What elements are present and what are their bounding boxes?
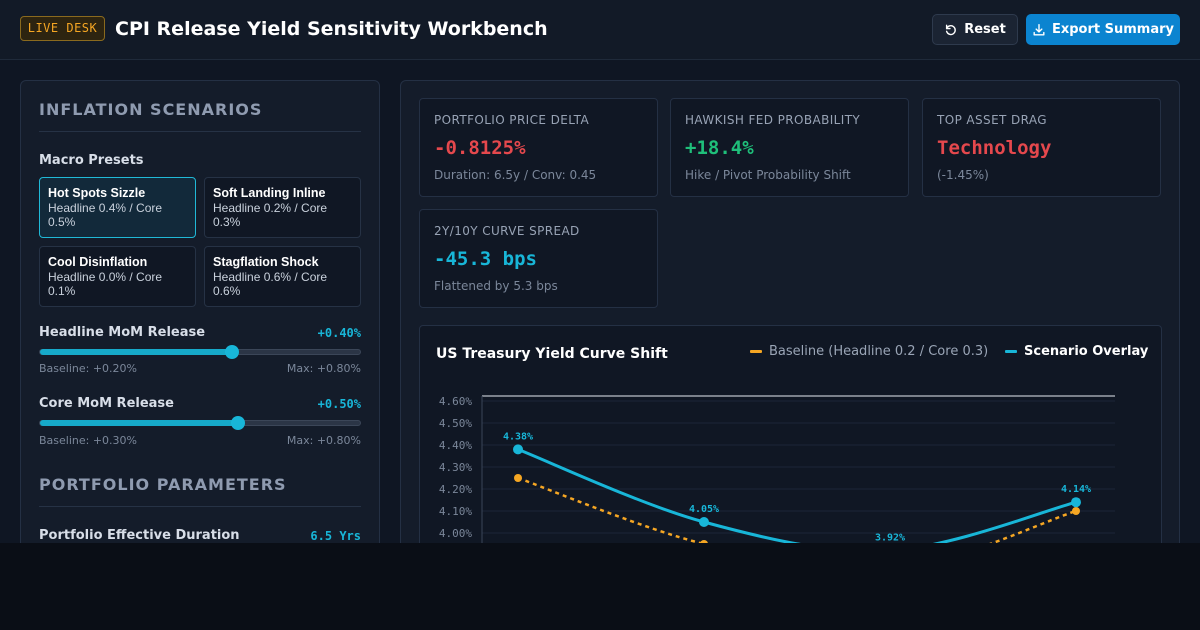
preset-description: Headline 0.0% / Core 0.1% xyxy=(48,270,163,298)
scenario-data-label: 3.92% xyxy=(875,533,905,543)
kpi-card-top-asset-drag: TOP ASSET DRAG Technology (-1.45%) xyxy=(922,98,1161,197)
live-desk-badge: LIVE DESK xyxy=(20,16,105,41)
scenario-data-label: 4.05% xyxy=(689,504,719,515)
preset-name: Hot Spots Sizzle xyxy=(48,186,146,200)
divider xyxy=(39,506,361,507)
baseline-point xyxy=(514,474,522,482)
reset-button[interactable]: Reset xyxy=(932,14,1018,45)
page-title: CPI Release Yield Sensitivity Workbench xyxy=(115,18,548,40)
kpi-subtext: (-1.45%) xyxy=(937,168,989,182)
core-slider-label: Core MoM Release xyxy=(39,396,174,411)
scenario-data-label: 4.14% xyxy=(1061,484,1091,495)
kpi-value: Technology xyxy=(937,137,1052,159)
core-slider-fill xyxy=(40,420,239,426)
kpi-subtext: Flattened by 5.3 bps xyxy=(434,279,558,293)
baseline-point xyxy=(1072,507,1080,515)
yield-curve-chart: 4.60% 4.50% 4.40% 4.30% 4.20% 4.10% 4.00% 4.38%… xyxy=(439,395,1115,543)
y-tick-label: 4.60% xyxy=(439,395,472,408)
headline-slider-fill xyxy=(40,349,232,355)
yield-curve-chart-card: 4.60% 4.50% 4.40% 4.30% 4.20% 4.10% 4.00% 4.38%… xyxy=(419,325,1162,543)
preset-name: Soft Landing Inline xyxy=(213,186,326,200)
kpi-card-curve-spread: 2Y/10Y CURVE SPREAD -45.3 bps Flattened … xyxy=(419,209,658,308)
kpi-value: -0.8125% xyxy=(434,137,526,159)
chart-title: US Treasury Yield Curve Shift xyxy=(436,346,668,362)
legend-scenario-label: Scenario Overlay xyxy=(1024,344,1149,359)
kpi-value: -45.3 bps xyxy=(434,248,537,270)
top-header: LIVE DESK CPI Release Yield Sensitivity … xyxy=(0,0,1200,60)
legend-baseline-label: Baseline (Headline 0.2 / Core 0.3) xyxy=(769,344,989,359)
page-background xyxy=(0,543,1200,630)
scenario-data-label: 4.38% xyxy=(503,431,533,442)
kpi-label: 2Y/10Y CURVE SPREAD xyxy=(434,224,580,238)
core-slider-thumb[interactable] xyxy=(231,416,246,430)
duration-label: Portfolio Effective Duration xyxy=(39,528,240,543)
scenario-point xyxy=(1071,497,1081,508)
kpi-label: PORTFOLIO PRICE DELTA xyxy=(434,113,590,127)
headline-slider-value: +0.40% xyxy=(317,326,361,340)
preset-description: Headline 0.2% / Core 0.3% xyxy=(213,201,328,229)
portfolio-parameters-heading: PORTFOLIO PARAMETERS xyxy=(39,475,287,494)
y-tick-label: 4.20% xyxy=(439,483,472,496)
baseline-series-line xyxy=(517,476,1077,543)
core-baseline-text: Baseline: +0.30% xyxy=(39,434,138,447)
y-tick-label: 4.10% xyxy=(439,505,472,518)
preset-name: Stagflation Shock xyxy=(213,255,319,269)
scenario-point xyxy=(513,444,523,455)
reset-icon xyxy=(946,24,957,35)
core-max-text: Max: +0.80% xyxy=(286,434,361,447)
preset-hot-spots-sizzle[interactable]: Hot Spots Sizzle Headline 0.4% / Core 0.… xyxy=(39,177,196,238)
kpi-subtext: Duration: 6.5y / Conv: 0.45 xyxy=(434,168,597,182)
legend-baseline-swatch xyxy=(750,350,762,353)
export-button-label: Export Summary xyxy=(1051,22,1175,37)
y-tick-label: 4.50% xyxy=(439,417,472,430)
headline-slider[interactable] xyxy=(39,345,361,359)
export-summary-button[interactable]: Export Summary xyxy=(1026,14,1180,45)
kpi-label: HAWKISH FED PROBABILITY xyxy=(685,113,861,127)
preset-name: Cool Disinflation xyxy=(48,255,148,269)
kpi-subtext: Hike / Pivot Probability Shift xyxy=(685,168,851,182)
duration-value: 6.5 Yrs xyxy=(310,529,361,543)
preset-description: Headline 0.6% / Core 0.6% xyxy=(213,270,328,298)
preset-cool-disinflation[interactable]: Cool Disinflation Headline 0.0% / Core 0… xyxy=(39,246,196,307)
legend-scenario[interactable]: Scenario Overlay xyxy=(1005,344,1148,359)
legend-scenario-swatch xyxy=(1005,350,1017,353)
kpi-value: +18.4% xyxy=(685,137,754,159)
y-tick-label: 4.30% xyxy=(439,461,472,474)
kpi-card-price-delta: PORTFOLIO PRICE DELTA -0.8125% Duration:… xyxy=(419,98,658,197)
scenario-point xyxy=(699,517,709,527)
headline-slider-label: Headline MoM Release xyxy=(39,325,206,340)
preset-description: Headline 0.4% / Core 0.5% xyxy=(48,201,163,229)
download-icon xyxy=(1033,23,1045,36)
scenario-panel: INFLATION SCENARIOS Macro Presets Hot Sp… xyxy=(20,80,380,543)
headline-baseline-text: Baseline: +0.20% xyxy=(39,362,138,375)
y-tick-label: 4.40% xyxy=(439,439,472,452)
headline-max-text: Max: +0.80% xyxy=(286,362,361,375)
scenario-series-line xyxy=(517,448,1077,543)
app-window: LIVE DESK CPI Release Yield Sensitivity … xyxy=(0,0,1200,543)
core-slider[interactable] xyxy=(39,416,361,430)
divider xyxy=(39,131,361,132)
preset-stagflation-shock[interactable]: Stagflation Shock Headline 0.6% / Core 0… xyxy=(204,246,361,307)
macro-presets-label: Macro Presets xyxy=(39,153,144,168)
preset-soft-landing-inline[interactable]: Soft Landing Inline Headline 0.2% / Core… xyxy=(204,177,361,238)
results-panel: PORTFOLIO PRICE DELTA -0.8125% Duration:… xyxy=(400,80,1180,543)
y-tick-label: 4.00% xyxy=(439,527,472,540)
reset-button-label: Reset xyxy=(964,22,1006,37)
kpi-label: TOP ASSET DRAG xyxy=(937,113,1047,127)
legend-baseline[interactable]: Baseline (Headline 0.2 / Core 0.3) xyxy=(750,344,988,359)
core-slider-value: +0.50% xyxy=(317,397,361,411)
baseline-point xyxy=(700,540,708,543)
kpi-card-hawkish-fed: HAWKISH FED PROBABILITY +18.4% Hike / Pi… xyxy=(670,98,909,197)
inflation-scenarios-heading: INFLATION SCENARIOS xyxy=(39,100,263,119)
headline-slider-thumb[interactable] xyxy=(225,345,239,359)
